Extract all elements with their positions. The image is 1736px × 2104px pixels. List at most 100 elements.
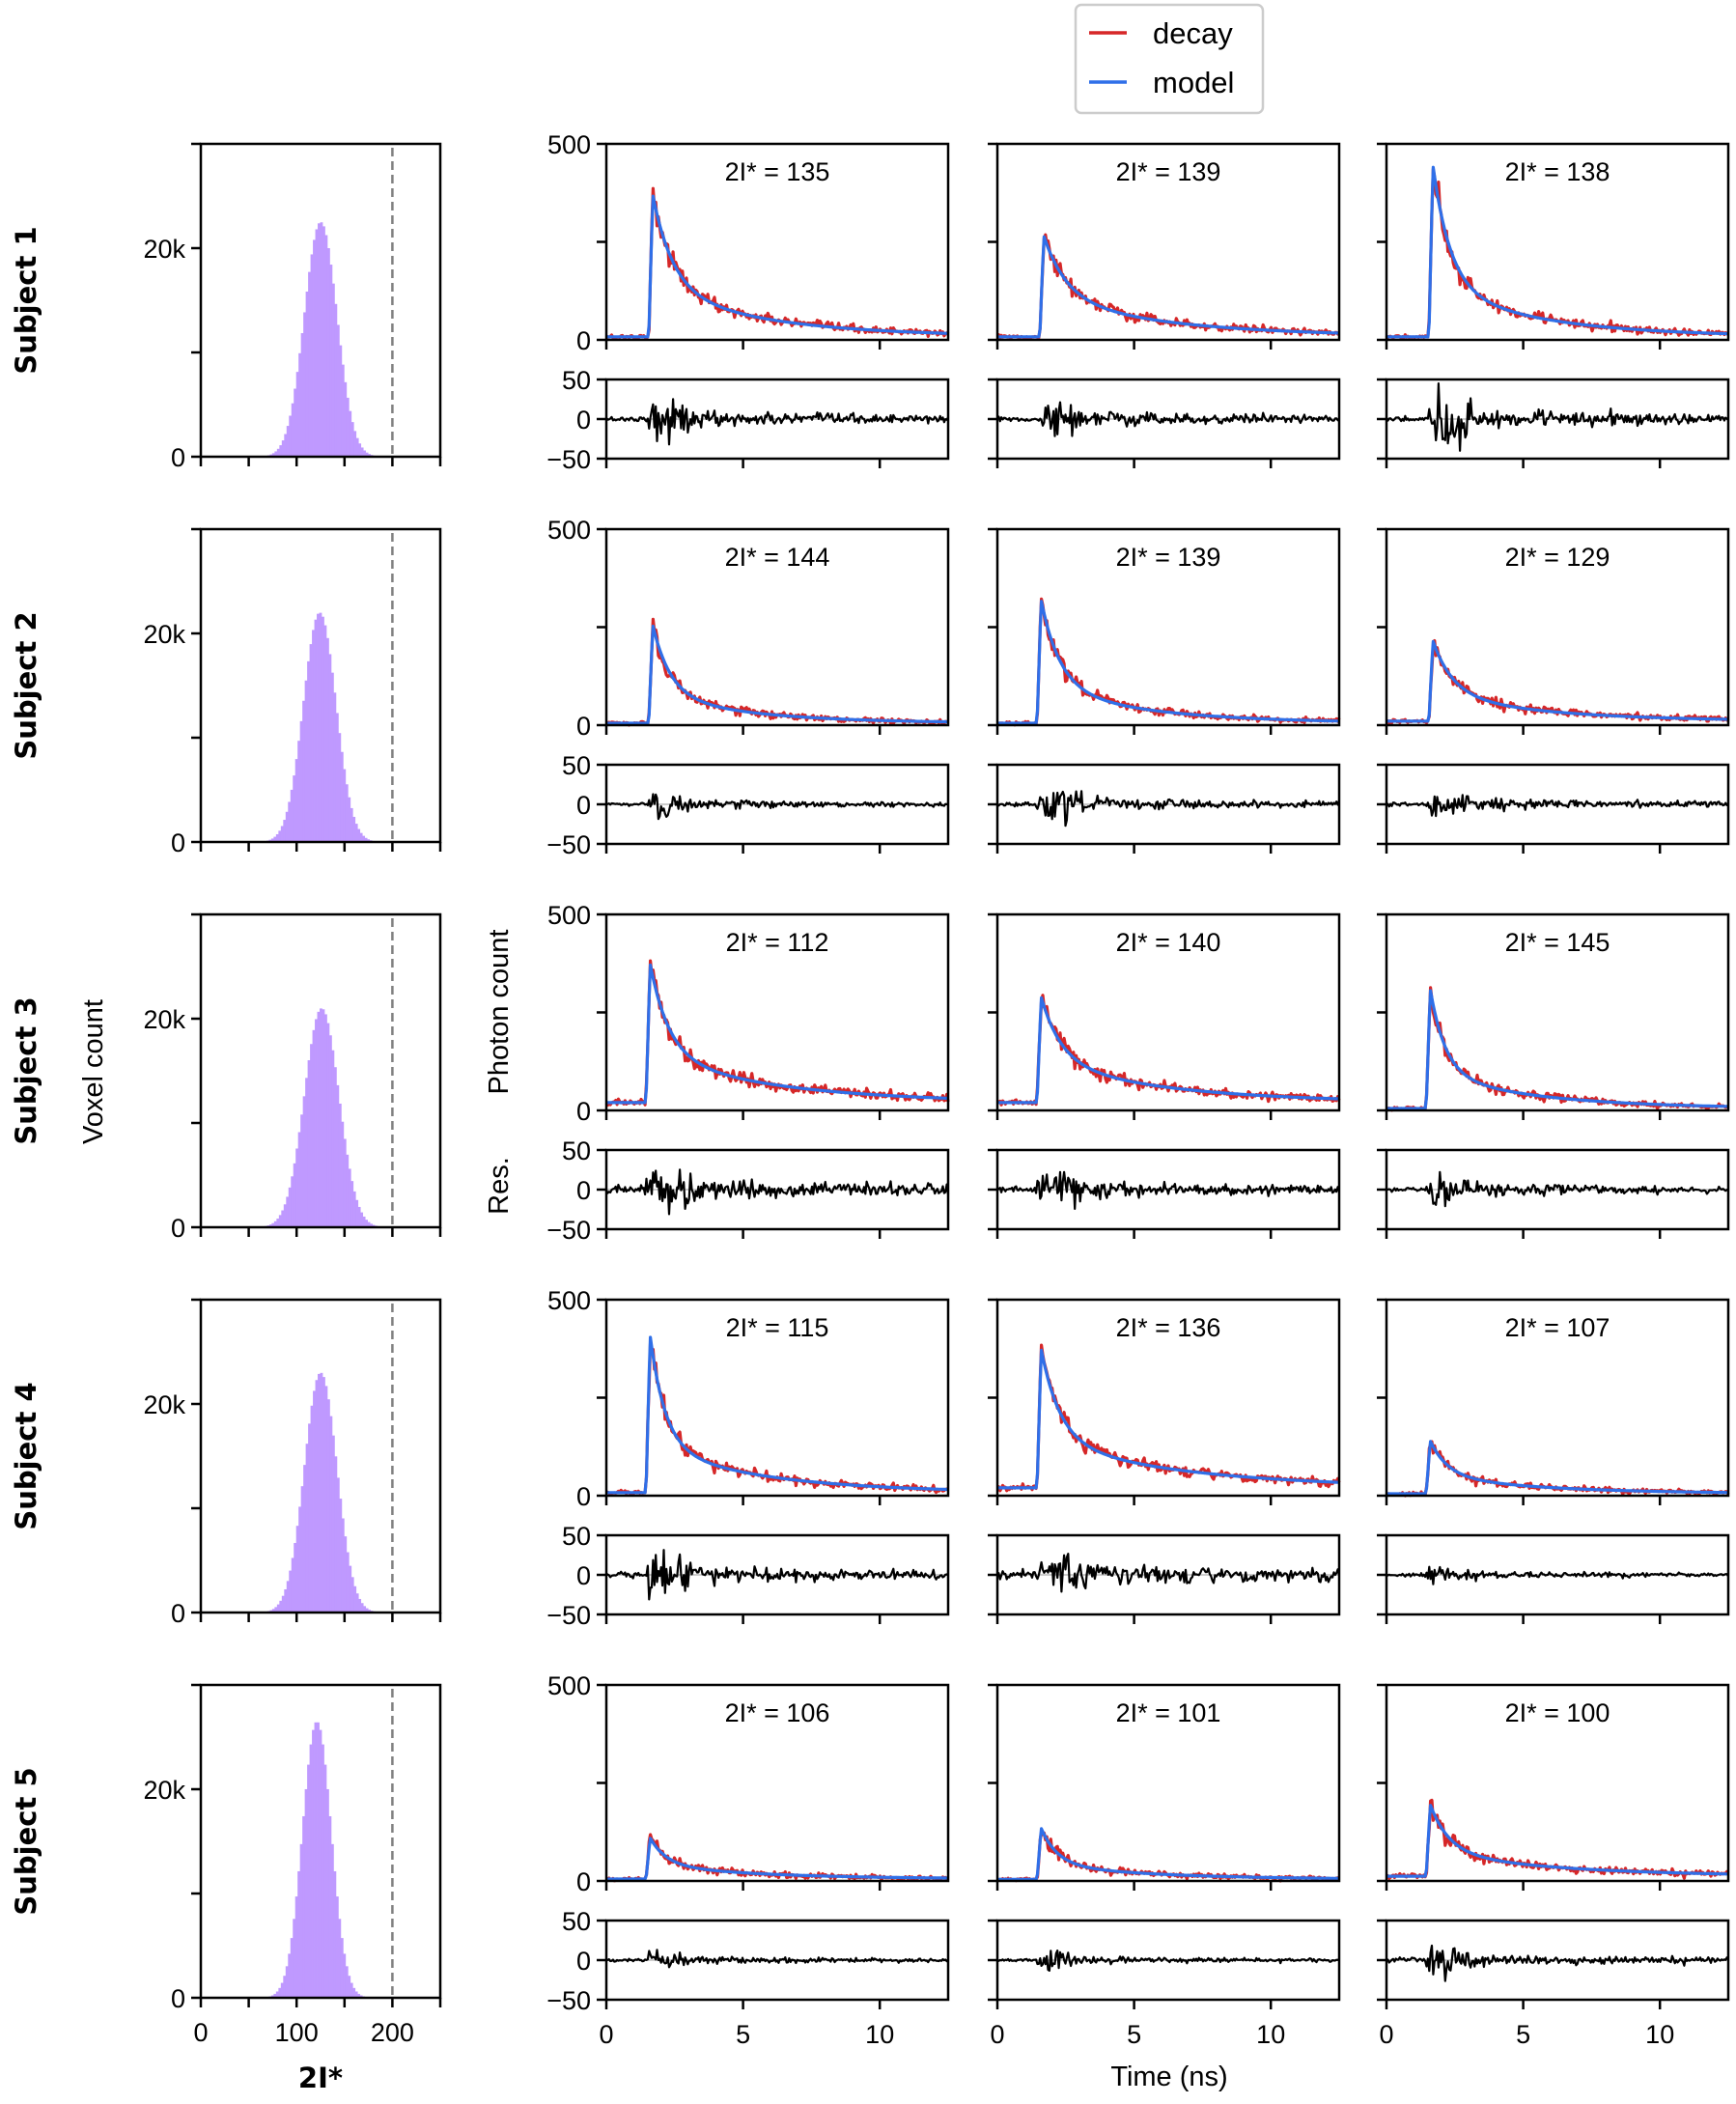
x-tick-label: 10 bbox=[1256, 2020, 1285, 2049]
histogram-bar bbox=[326, 247, 330, 457]
histogram-bar bbox=[278, 1215, 282, 1227]
histogram-bar bbox=[331, 283, 335, 457]
histogram-bar bbox=[330, 1843, 334, 1998]
histogram-bar bbox=[310, 1405, 314, 1613]
legend: decay model bbox=[1074, 3, 1265, 115]
histogram-bar bbox=[289, 415, 293, 457]
y-tick-label: 0 bbox=[171, 828, 185, 857]
histogram-bar bbox=[343, 1138, 347, 1227]
legend-label-model: model bbox=[1153, 66, 1234, 99]
x-tick-label: 100 bbox=[275, 2018, 319, 2047]
histogram-bar bbox=[281, 1595, 285, 1613]
histogram-bar bbox=[305, 1444, 309, 1613]
histogram-bar bbox=[368, 1610, 371, 1613]
x-tick-label: 5 bbox=[736, 2020, 750, 2049]
histogram-frame bbox=[199, 142, 442, 459]
histogram-xlabel: 2I* bbox=[298, 2062, 343, 2094]
subject-label: Subject 5 bbox=[10, 1767, 42, 1915]
histogram-bar bbox=[297, 1870, 301, 1998]
decay-panel: 2I* = 139 bbox=[988, 142, 1341, 350]
histogram-bar bbox=[295, 1526, 299, 1613]
histogram-bar bbox=[271, 1609, 275, 1613]
histogram-bar bbox=[294, 759, 298, 842]
histogram-bar bbox=[355, 437, 359, 457]
residual-ylabel: Res. bbox=[484, 1157, 515, 1215]
histogram-bar bbox=[278, 830, 282, 842]
two-i-star-annotation: 2I* = 135 bbox=[725, 157, 830, 186]
decay-line bbox=[1386, 986, 1729, 1112]
histogram-bar bbox=[314, 1722, 318, 1998]
histogram-bar bbox=[281, 1210, 285, 1227]
legend-label-decay: decay bbox=[1153, 16, 1233, 50]
y-tick-label: 20k bbox=[143, 1005, 185, 1034]
histogram-bar bbox=[364, 837, 368, 842]
residual-panel bbox=[988, 378, 1341, 468]
residual-panel bbox=[988, 763, 1341, 854]
x-tick-label: 200 bbox=[371, 2018, 414, 2047]
residual-line bbox=[996, 790, 1341, 828]
decay-panel: 2I* = 107 bbox=[1377, 1298, 1730, 1505]
model-line bbox=[605, 963, 949, 1105]
histogram-bar bbox=[297, 1132, 301, 1227]
histogram-bar bbox=[344, 381, 348, 457]
residual-panel bbox=[1377, 1533, 1730, 1624]
histogram-bar bbox=[355, 1593, 359, 1613]
histogram-bar bbox=[304, 680, 308, 842]
histogram-bar bbox=[280, 1982, 284, 1998]
model-line bbox=[996, 1827, 1340, 1881]
histogram-bar bbox=[303, 1465, 307, 1613]
histogram-bar bbox=[323, 1014, 327, 1227]
histogram-bar bbox=[283, 1204, 287, 1227]
histogram-bar bbox=[276, 1219, 280, 1227]
y-tick-label: 0 bbox=[171, 443, 185, 472]
histogram-bar bbox=[307, 1764, 310, 1998]
residual-panel: 0 5 10 bbox=[1377, 1919, 1730, 2049]
histogram-bar bbox=[319, 1729, 322, 1998]
model-line bbox=[1386, 639, 1729, 723]
histogram-bar bbox=[336, 324, 340, 457]
histogram-bar bbox=[308, 1423, 311, 1613]
time-xlabel: Time (ns) bbox=[1110, 2062, 1227, 2092]
decay-line bbox=[605, 617, 949, 727]
histogram-bar bbox=[334, 1456, 338, 1613]
histogram-bar bbox=[345, 1966, 349, 1998]
histogram-bar bbox=[350, 422, 354, 457]
histogram-bar bbox=[362, 1216, 366, 1227]
histogram-bar bbox=[276, 448, 280, 457]
histogram-bar bbox=[329, 1416, 333, 1613]
histogram-bar bbox=[350, 1181, 354, 1227]
y-tick-label: 50 bbox=[562, 1907, 591, 1936]
decay-panel: 2I* = 144 0 500 bbox=[547, 516, 950, 741]
y-tick-label: 0 bbox=[576, 1176, 591, 1205]
histogram-bar bbox=[363, 450, 367, 457]
two-i-star-annotation: 2I* = 136 bbox=[1116, 1313, 1221, 1342]
residual-line bbox=[1385, 382, 1729, 452]
histogram-bar bbox=[293, 775, 296, 842]
x-tick-label: 0 bbox=[193, 2018, 208, 2047]
two-i-star-annotation: 2I* = 139 bbox=[1116, 157, 1221, 186]
histogram-bar bbox=[318, 223, 321, 457]
decay-line bbox=[604, 959, 950, 1108]
histogram-bar bbox=[322, 1377, 325, 1613]
model-line bbox=[1386, 989, 1729, 1110]
histogram-bar bbox=[279, 445, 283, 457]
histogram-bar bbox=[333, 1870, 337, 1998]
histogram-bar bbox=[339, 1499, 343, 1613]
x-tick-label: 10 bbox=[865, 2020, 894, 2049]
histogram-bar bbox=[360, 447, 364, 457]
histogram-bar bbox=[315, 1380, 319, 1613]
model-line bbox=[1386, 1804, 1729, 1878]
histogram-bar bbox=[312, 630, 315, 842]
y-tick-label: 0 bbox=[576, 406, 591, 435]
y-tick-label: 0 bbox=[576, 326, 591, 355]
histogram-bar bbox=[294, 1542, 297, 1613]
histogram-bar bbox=[274, 1607, 278, 1613]
decay-panel: 2I* = 145 bbox=[1377, 912, 1730, 1120]
two-i-star-annotation: 2I* = 100 bbox=[1505, 1698, 1610, 1727]
histogram-bar bbox=[312, 1729, 315, 1998]
subject-label: Subject 2 bbox=[10, 611, 42, 759]
decay-panel: 2I* = 100 bbox=[1377, 1683, 1730, 1891]
subject-row: Subject 2 0 20k 2I* = 144 0 500 −50 0 50 2I* = 13… bbox=[10, 516, 1730, 859]
